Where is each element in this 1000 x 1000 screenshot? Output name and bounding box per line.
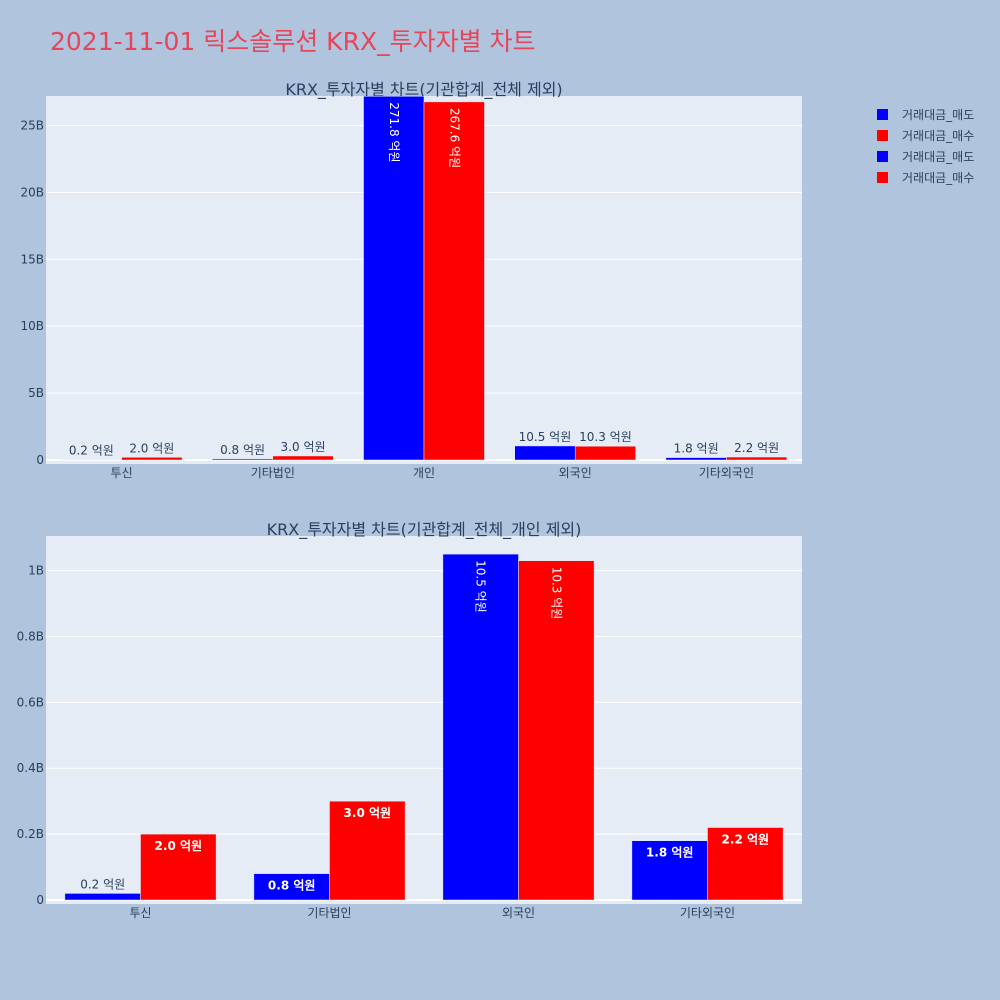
bar-label: 2.0 억원 (155, 839, 203, 853)
bar-label: 3.0 억원 (281, 440, 326, 454)
bar-label: 1.8 억원 (646, 846, 694, 860)
bar (212, 458, 274, 461)
legend-label[interactable]: 거래대금_매도 (902, 108, 974, 122)
y-tick-label: 15B (20, 252, 44, 266)
bar (121, 457, 183, 461)
bar-label: 1.8 억원 (674, 442, 719, 456)
x-tick-label: 기타법인 (307, 906, 351, 920)
bar-label: 2.0 억원 (129, 441, 174, 455)
bar-label: 10.5 억원 (474, 560, 488, 613)
bar-label: 10.5 억원 (519, 430, 572, 444)
x-tick-label: 투신 (111, 466, 133, 480)
x-tick-label: 외국인 (559, 466, 592, 480)
bar-label: 271.8 억원 (387, 102, 401, 162)
bar (64, 893, 141, 901)
subplot-title: KRX_투자자별 차트(기관합계_전체_개인 제외) (267, 520, 582, 540)
y-tick-label: 1B (28, 564, 44, 578)
legend-swatch[interactable] (877, 130, 888, 141)
x-tick-label: 기타외국인 (680, 906, 735, 920)
y-tick-label: 0.6B (17, 695, 44, 709)
bar (140, 833, 217, 901)
bar-label: 0.8 억원 (220, 443, 265, 457)
bar-label: 3.0 억원 (344, 806, 392, 820)
bar (272, 455, 334, 461)
y-tick-label: 20B (20, 185, 44, 199)
x-tick-label: 투신 (129, 906, 151, 920)
bar-label: 2.2 억원 (734, 441, 779, 455)
bar (707, 827, 784, 901)
y-tick-label: 10B (20, 319, 44, 333)
bar (574, 445, 636, 461)
y-tick-label: 25B (20, 118, 44, 132)
bar (329, 800, 406, 901)
bar (363, 96, 425, 461)
legend-label[interactable]: 거래대금_매도 (902, 150, 974, 164)
bar-label: 0.8 억원 (268, 879, 316, 893)
legend-swatch[interactable] (877, 172, 888, 183)
chart-panel-1: 0 5B 10B 15B 20B 25B KRX_투자자별 차트(기관합계_전체 제외) 투신… (20, 80, 802, 480)
bar (514, 445, 576, 461)
bar-label: 10.3 억원 (579, 430, 632, 444)
bar (423, 101, 485, 461)
bar-label: 10.3 억원 (549, 567, 563, 620)
legend-swatch[interactable] (877, 109, 888, 120)
bar-label: 0.2 억원 (69, 444, 114, 458)
y-tick-label: 0 (36, 453, 44, 467)
page-title: 2021-11-01 릭스솔루션 KRX_투자자별 차트 (50, 27, 536, 56)
y-tick-label: 0.4B (17, 761, 44, 775)
chart-panel-2: 0 0.2B 0.4B 0.6B 0.8B 1B KRX_투자자별 차트(기관합계_전체_개… (17, 520, 802, 920)
legend-label[interactable]: 거래대금_매수 (902, 171, 974, 185)
bar (253, 873, 330, 901)
legend-label[interactable]: 거래대금_매수 (902, 129, 974, 143)
x-tick-label: 기타법인 (251, 466, 295, 480)
bar-label: 2.2 억원 (722, 833, 770, 847)
bar (726, 456, 788, 461)
x-tick-label: 개인 (413, 466, 435, 480)
bar (665, 457, 727, 461)
y-tick-label: 5B (28, 386, 44, 400)
bar (631, 840, 708, 901)
legend-swatch[interactable] (877, 151, 888, 162)
bar (60, 459, 122, 461)
subplot-title: KRX_투자자별 차트(기관합계_전체 제외) (285, 80, 562, 100)
y-tick-label: 0 (36, 893, 44, 907)
x-tick-label: 기타외국인 (699, 466, 754, 480)
y-tick-label: 0.8B (17, 629, 44, 643)
bar (442, 553, 519, 901)
x-tick-label: 외국인 (502, 906, 535, 920)
bar (518, 560, 595, 901)
y-tick-label: 0.2B (17, 827, 44, 841)
bar-label: 0.2 억원 (80, 877, 125, 891)
bar-label: 267.6 억원 (447, 108, 461, 168)
